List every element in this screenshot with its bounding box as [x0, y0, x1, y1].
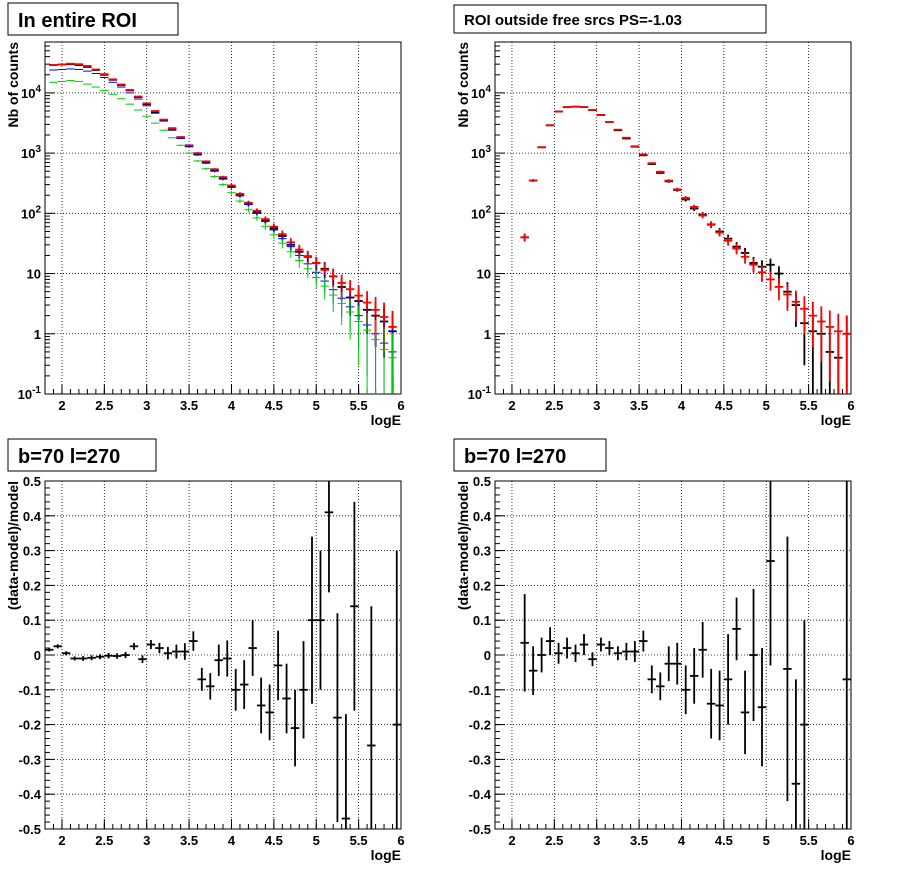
y-tick-label: 0.3: [23, 544, 41, 559]
title-box: [7, 438, 157, 472]
y-tick-label: 0.5: [473, 474, 491, 489]
data-series: [49, 80, 397, 394]
x-tick-label: 4.5: [715, 833, 733, 848]
panel-residuals-left: 2 2.5 3 3.5 4 4.5 5 5.5 6 -0.5 -0.4 -0.3 -0.2 -0.1 0 0.…: [5, 438, 405, 863]
plot-frame: [494, 41, 852, 395]
chart-title: b=70 l=270: [18, 446, 120, 468]
x-tick-label: 5.5: [800, 833, 818, 848]
y-tick-label: 103: [21, 144, 41, 161]
x-tick-label: 3: [143, 398, 150, 413]
data-series: [520, 105, 851, 394]
x-tick-label: 2: [508, 833, 515, 848]
y-tick-label: 10-1: [18, 385, 42, 402]
x-tick-label: 5.5: [800, 398, 818, 413]
y-tick-label: 1: [34, 327, 41, 342]
title-box: [7, 2, 179, 36]
panel-counts-outside-free-srcs: 2 2.5 3 3.5 4 4.5 5 5.5 6 10-1 1 10 102 103 104 logE Nb …: [453, 4, 855, 428]
y-tick-label: -0.3: [469, 752, 491, 767]
x-tick-label: 4.5: [265, 833, 283, 848]
x-tick-label: 6: [847, 398, 854, 413]
x-tick-label: 4: [228, 398, 236, 413]
x-axis-title: logE: [371, 847, 401, 863]
chart-title: In entire ROI: [18, 10, 137, 32]
y-tick-label: 10: [27, 267, 41, 282]
x-tick-label: 4: [678, 833, 686, 848]
chart-title: ROI outside free srcs PS=-1.03: [464, 12, 682, 29]
x-axis-title: logE: [821, 847, 851, 863]
x-tick-label: 3: [593, 398, 600, 413]
x-tick-label: 4.5: [265, 398, 283, 413]
x-tick-label: 2: [58, 833, 65, 848]
x-tick-label: 4: [678, 398, 686, 413]
plot-frame: [44, 41, 402, 395]
y-tick-label: -0.5: [19, 822, 41, 837]
title-box: [453, 4, 767, 34]
x-tick-label: 4.5: [715, 398, 733, 413]
x-tick-label: 3: [593, 833, 600, 848]
y-axis-title: Nb of counts: [455, 42, 471, 128]
y-tick-label: 102: [471, 204, 491, 221]
data-series: [45, 481, 401, 829]
y-tick-label: 103: [471, 144, 491, 161]
x-tick-label: 2: [508, 398, 515, 413]
y-tick-label: -0.4: [19, 787, 42, 802]
x-tick-label: 2: [58, 398, 65, 413]
x-tick-label: 2.5: [95, 398, 113, 413]
x-tick-label: 5: [313, 398, 320, 413]
chart-title: b=70 l=270: [464, 446, 566, 468]
x-tick-label: 5: [763, 398, 770, 413]
x-tick-label: 5: [763, 833, 770, 848]
x-tick-label: 6: [847, 833, 854, 848]
y-tick-label: 0.4: [23, 509, 42, 524]
x-axis-title: logE: [821, 412, 851, 428]
y-tick-label: 102: [21, 204, 41, 221]
x-tick-label: 3.5: [180, 398, 198, 413]
y-axis-title: (data-model)/model: [5, 481, 21, 610]
data-series: [520, 481, 851, 829]
x-axis-title: logE: [371, 412, 401, 428]
y-tick-label: 0.4: [473, 509, 492, 524]
y-axis-title: (data-model)/model: [455, 481, 471, 610]
y-tick-label: 0.1: [473, 613, 491, 628]
y-tick-label: 0: [484, 648, 491, 663]
title-box: [453, 438, 607, 472]
y-tick-label: 0.3: [473, 544, 491, 559]
x-tick-label: 5: [313, 833, 320, 848]
y-axis-title: Nb of counts: [5, 42, 21, 128]
x-tick-label: 5.5: [350, 833, 368, 848]
y-tick-label: -0.2: [19, 718, 41, 733]
x-tick-label: 6: [397, 398, 404, 413]
y-tick-label: 1: [484, 327, 491, 342]
y-tick-label: 104: [471, 84, 491, 101]
y-tick-label: 0: [34, 648, 41, 663]
x-tick-label: 5.5: [350, 398, 368, 413]
x-tick-label: 2.5: [545, 398, 563, 413]
y-tick-label: 10: [477, 267, 491, 282]
x-tick-label: 2.5: [95, 833, 113, 848]
y-tick-label: 10-1: [468, 385, 492, 402]
x-tick-label: 3.5: [180, 833, 198, 848]
x-tick-label: 3: [143, 833, 150, 848]
y-tick-label: -0.4: [469, 787, 492, 802]
x-tick-label: 6: [397, 833, 404, 848]
x-tick-label: 3.5: [630, 833, 648, 848]
y-tick-label: 0.2: [23, 578, 41, 593]
y-tick-label: -0.2: [469, 718, 491, 733]
panel-residuals-right: 2 2.5 3 3.5 4 4.5 5 5.5 6 -0.5 -0.4 -0.3 -0.2 -0.1 0 0.…: [453, 438, 855, 863]
y-tick-label: 104: [21, 84, 41, 101]
y-tick-label: -0.3: [19, 752, 41, 767]
x-tick-label: 2.5: [545, 833, 563, 848]
y-tick-label: 0.1: [23, 613, 41, 628]
x-tick-label: 4: [228, 833, 236, 848]
x-tick-label: 3.5: [630, 398, 648, 413]
y-tick-label: -0.5: [469, 822, 491, 837]
y-tick-label: 0.5: [23, 474, 41, 489]
y-tick-label: -0.1: [19, 683, 41, 698]
y-tick-label: 0.2: [473, 578, 491, 593]
y-tick-label: -0.1: [469, 683, 491, 698]
panel-counts-entire-roi: 2 2.5 3 3.5 4 4.5 5 5.5 6 10-1 1 10 102 103 104 logE Nb …: [5, 2, 405, 428]
